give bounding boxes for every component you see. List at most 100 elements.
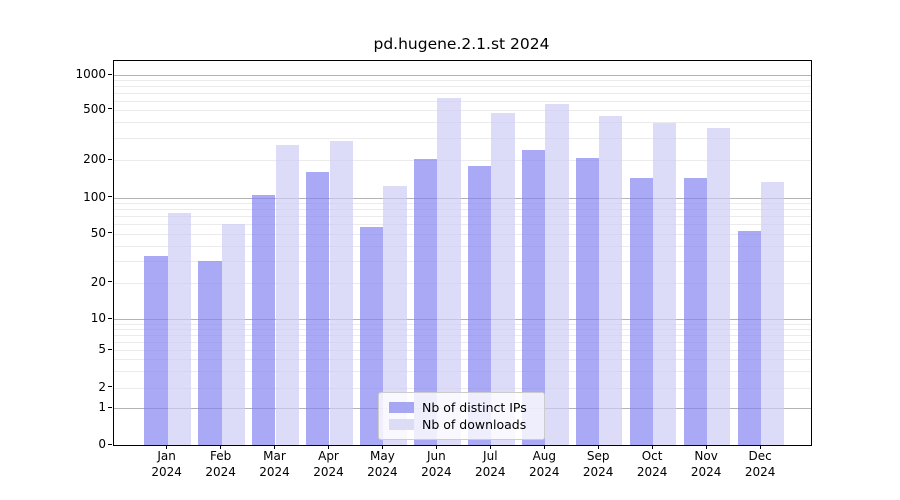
- x-tick-label: Apr 2024: [313, 449, 344, 479]
- y-tick-label: 500: [83, 101, 106, 116]
- minor-gridline: [114, 261, 811, 262]
- x-tick-label: Sep 2024: [582, 449, 614, 479]
- minor-gridline: [114, 329, 811, 331]
- x-tick-mark: [705, 445, 707, 449]
- bar-downloads-dec: [761, 181, 785, 445]
- y-tick-mark: [108, 108, 112, 110]
- y-tick-label: 2: [98, 379, 106, 394]
- bar-distinct-ips-may: [360, 226, 384, 445]
- minor-gridline: [114, 109, 811, 111]
- y-tick-mark: [108, 232, 112, 234]
- bar-downloads-mar: [275, 144, 299, 445]
- minor-gridline: [114, 137, 811, 139]
- legend-swatch-distinct-ips: [389, 402, 414, 413]
- minor-gridline: [114, 224, 811, 226]
- x-tick-label: Jul 2024: [475, 449, 506, 479]
- bar-distinct-ips-sep: [575, 157, 600, 445]
- bar-distinct-ips-oct: [629, 177, 654, 445]
- y-tick-mark: [108, 281, 112, 283]
- minor-gridline: [114, 203, 811, 205]
- bar-distinct-ips-aug: [522, 150, 546, 445]
- bar-downloads-oct: [653, 123, 677, 445]
- x-tick-label: Oct 2024: [636, 449, 668, 479]
- y-tick-label: 10: [90, 311, 106, 326]
- minor-gridline: [114, 209, 811, 211]
- bar-downloads-may: [383, 185, 407, 445]
- y-tick-label: 1000: [75, 67, 106, 81]
- bar-downloads-nov: [707, 127, 731, 445]
- plot-area: [113, 60, 812, 446]
- y-tick-label: 20: [90, 274, 106, 289]
- x-tick-label: Jun 2024: [421, 449, 452, 479]
- minor-gridline: [114, 100, 811, 102]
- bar-downloads-jun: [437, 98, 461, 445]
- y-tick-label: 1: [98, 400, 106, 415]
- major-gridline: [114, 197, 811, 199]
- minor-gridline: [114, 282, 811, 284]
- minor-gridline: [114, 342, 811, 344]
- legend-item-distinct-ips: Nb of distinct IPs: [389, 399, 535, 416]
- y-tick-mark: [108, 348, 112, 350]
- x-tick-mark: [166, 445, 168, 449]
- x-tick-label: Nov 2024: [690, 449, 722, 479]
- y-tick-label: 100: [83, 189, 106, 204]
- bar-distinct-ips-jun: [414, 158, 438, 445]
- x-tick-mark: [489, 445, 491, 449]
- legend-label-distinct-ips: Nb of distinct IPs: [422, 399, 527, 415]
- y-tick-mark: [108, 386, 112, 388]
- x-tick-label: Aug 2024: [529, 449, 560, 479]
- minor-gridline: [114, 359, 811, 361]
- minor-gridline: [114, 335, 811, 337]
- x-tick-mark: [597, 445, 599, 449]
- bar-downloads-aug: [545, 103, 569, 445]
- chart-title: pd.hugene.2.1.st 2024: [373, 35, 550, 53]
- legend-item-downloads: Nb of downloads: [389, 416, 535, 433]
- minor-gridline: [114, 216, 811, 218]
- bar-distinct-ips-nov: [683, 178, 708, 445]
- x-tick-label: May 2024: [367, 449, 398, 479]
- bar-distinct-ips-feb: [198, 261, 222, 445]
- minor-gridline: [114, 371, 811, 373]
- minor-gridline: [114, 233, 811, 235]
- y-tick-mark: [108, 73, 112, 75]
- x-tick-mark: [220, 445, 222, 449]
- y-tick-mark: [108, 158, 112, 160]
- x-tick-mark: [273, 445, 276, 449]
- minor-gridline: [114, 80, 811, 82]
- y-tick-mark: [108, 196, 112, 198]
- x-tick-mark: [381, 445, 383, 449]
- x-tick-label: Feb 2024: [205, 449, 236, 479]
- bar-distinct-ips-jan: [144, 255, 168, 445]
- y-tick-label: 0: [98, 437, 106, 451]
- minor-gridline: [114, 92, 811, 94]
- bar-distinct-ips-mar: [252, 195, 276, 445]
- bar-downloads-apr: [329, 140, 353, 445]
- minor-gridline: [114, 324, 811, 325]
- x-tick-label: Jan 2024: [151, 449, 182, 479]
- legend-label-downloads: Nb of downloads: [422, 416, 527, 432]
- x-tick-label: Mar 2024: [259, 449, 290, 479]
- x-tick-mark: [435, 445, 437, 449]
- minor-gridline: [114, 245, 811, 247]
- y-tick-label: 200: [83, 152, 106, 167]
- x-tick-mark: [327, 445, 330, 449]
- y-tick-label: 50: [90, 225, 106, 240]
- minor-gridline: [114, 350, 811, 352]
- minor-gridline: [114, 387, 811, 389]
- bar-distinct-ips-jul: [468, 166, 492, 445]
- x-tick-mark: [651, 445, 653, 449]
- minor-gridline: [114, 122, 811, 123]
- minor-gridline: [114, 86, 811, 88]
- y-tick-mark: [108, 406, 112, 408]
- bar-downloads-feb: [221, 224, 245, 445]
- bar-downloads-jan: [167, 212, 191, 445]
- y-tick-mark: [108, 317, 112, 319]
- legend-swatch-downloads: [389, 419, 414, 430]
- bar-downloads-jul: [491, 112, 515, 445]
- legend: Nb of distinct IPs Nb of downloads: [378, 392, 545, 440]
- bar-distinct-ips-apr: [306, 172, 330, 445]
- y-tick-mark: [108, 443, 112, 445]
- minor-gridline: [114, 160, 811, 162]
- x-tick-mark: [543, 445, 545, 449]
